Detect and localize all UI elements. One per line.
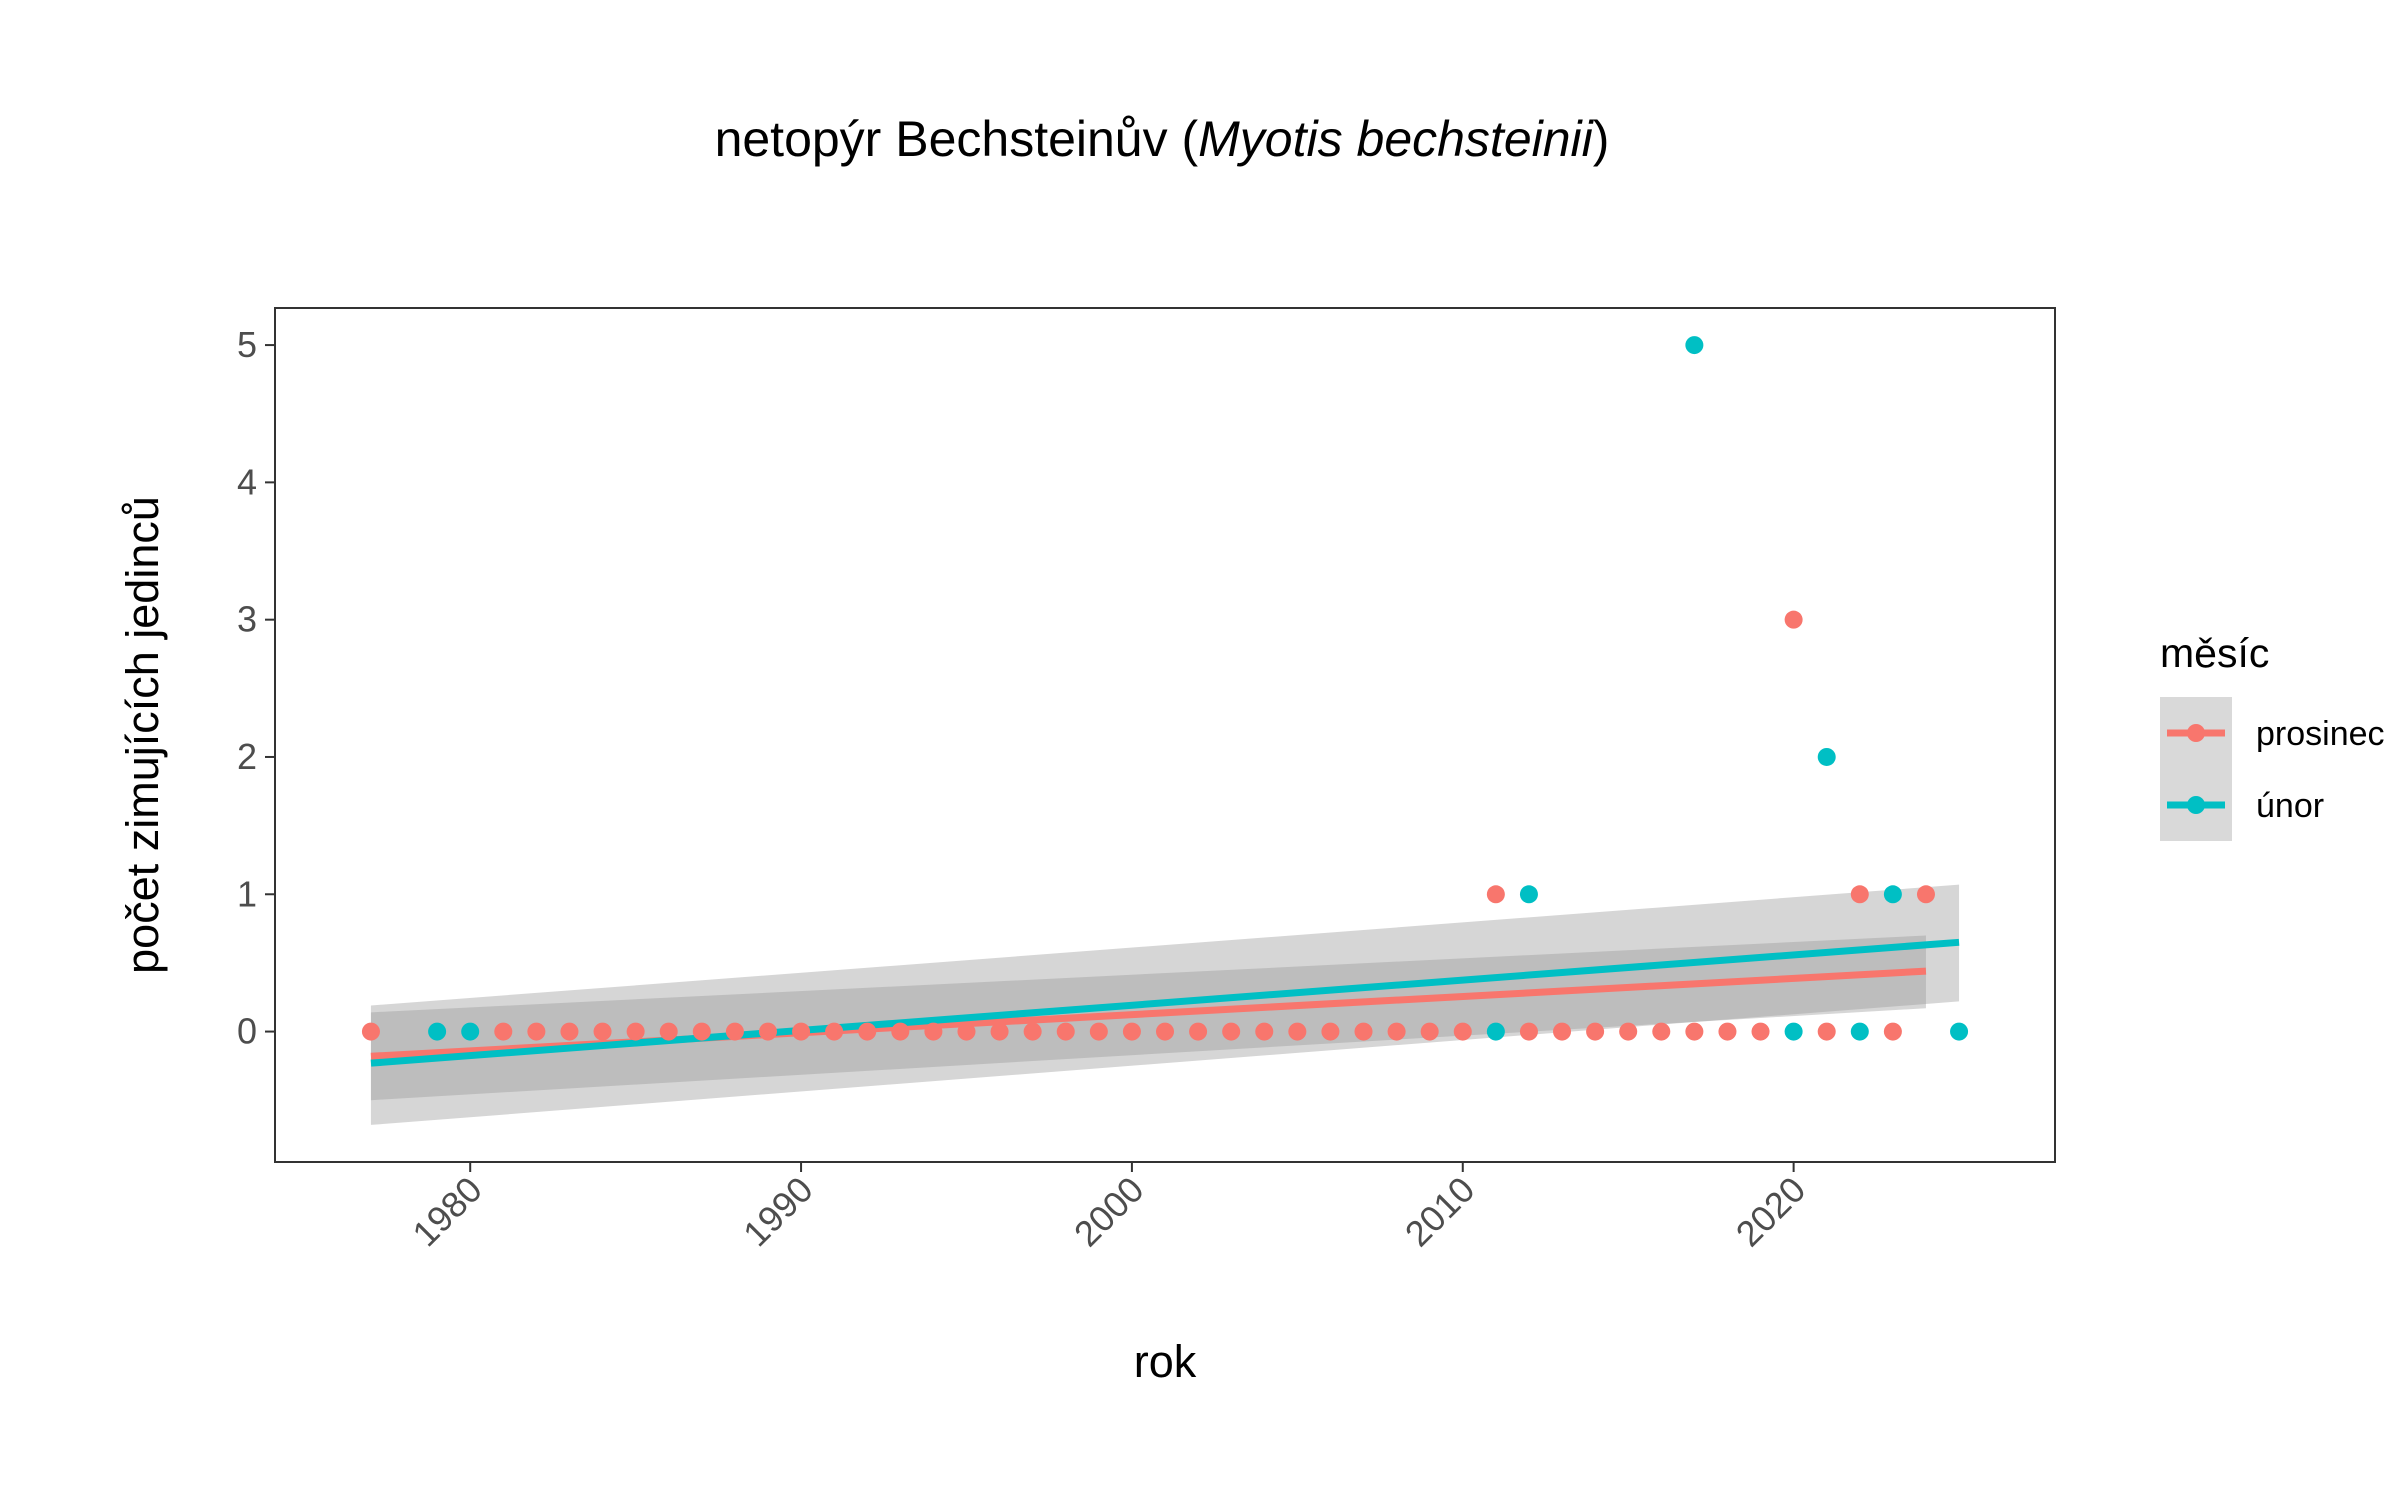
x-tick-label: 2020 bbox=[1728, 1169, 1814, 1255]
point-prosinec bbox=[1751, 1022, 1770, 1041]
point-prosinec bbox=[1288, 1022, 1307, 1041]
trend-lines bbox=[370, 938, 1960, 1067]
point-prosinec bbox=[1652, 1022, 1671, 1041]
point-prosinec bbox=[1553, 1022, 1572, 1041]
point-prosinec bbox=[1486, 885, 1505, 904]
legend-key-point-unor bbox=[2187, 796, 2205, 814]
trend-line-unor bbox=[370, 938, 1960, 1067]
point-prosinec bbox=[792, 1022, 811, 1041]
point-prosinec bbox=[1784, 610, 1803, 629]
point-prosinec bbox=[924, 1022, 943, 1041]
legend-title: měsíc bbox=[2160, 630, 2269, 676]
point-prosinec bbox=[1222, 1022, 1241, 1041]
data-points bbox=[361, 336, 1969, 1041]
point-prosinec bbox=[1718, 1022, 1737, 1041]
point-unor bbox=[1817, 747, 1836, 766]
point-prosinec bbox=[1321, 1022, 1340, 1041]
point-prosinec bbox=[494, 1022, 513, 1041]
point-prosinec bbox=[957, 1022, 976, 1041]
legend-label-unor: únor bbox=[2256, 787, 2324, 825]
y-tick-label: 2 bbox=[237, 736, 257, 777]
chart-title-prefix: netopýr Bechsteinův ( bbox=[715, 111, 1199, 167]
point-prosinec bbox=[758, 1022, 777, 1041]
point-prosinec bbox=[1817, 1022, 1836, 1041]
point-prosinec bbox=[1883, 1022, 1902, 1041]
point-unor bbox=[461, 1022, 480, 1041]
point-unor bbox=[1519, 885, 1538, 904]
x-tick-label: 1990 bbox=[735, 1169, 821, 1255]
chart-title-species: Myotis bechsteinii bbox=[1198, 111, 1594, 167]
y-tick-label: 4 bbox=[237, 461, 257, 502]
point-unor bbox=[1784, 1022, 1803, 1041]
point-prosinec bbox=[1420, 1022, 1439, 1041]
point-prosinec bbox=[858, 1022, 877, 1041]
x-tick-label: 2010 bbox=[1397, 1169, 1483, 1255]
point-prosinec bbox=[593, 1022, 612, 1041]
point-prosinec bbox=[692, 1022, 711, 1041]
point-prosinec bbox=[1255, 1022, 1274, 1041]
point-unor bbox=[428, 1022, 447, 1041]
x-axis: 1980 1990 2000 2010 2020 bbox=[404, 1162, 1813, 1254]
point-prosinec bbox=[1619, 1022, 1638, 1041]
point-prosinec bbox=[626, 1022, 645, 1041]
plot-panel-border bbox=[274, 307, 2056, 1163]
point-unor bbox=[1685, 336, 1704, 355]
point-prosinec bbox=[825, 1022, 844, 1041]
point-prosinec bbox=[659, 1022, 678, 1041]
chart-title: netopýr Bechsteinův (Myotis bechsteinii) bbox=[715, 111, 1610, 167]
y-axis-title: počet zimujících jedinců bbox=[117, 496, 168, 974]
x-tick-label: 1980 bbox=[404, 1169, 490, 1255]
point-prosinec bbox=[560, 1022, 579, 1041]
point-prosinec bbox=[1916, 885, 1935, 904]
point-prosinec bbox=[527, 1022, 546, 1041]
y-tick-label: 5 bbox=[237, 324, 257, 365]
legend: měsíc prosinec únor bbox=[2160, 630, 2385, 841]
point-prosinec bbox=[1354, 1022, 1373, 1041]
point-prosinec bbox=[1850, 885, 1869, 904]
y-axis: 0 1 2 3 4 5 bbox=[237, 324, 275, 1052]
point-unor bbox=[1883, 885, 1902, 904]
point-prosinec bbox=[1156, 1022, 1174, 1041]
point-prosinec bbox=[1089, 1022, 1108, 1041]
point-prosinec bbox=[1453, 1022, 1472, 1041]
point-prosinec bbox=[1387, 1022, 1406, 1041]
legend-key-background bbox=[2160, 697, 2232, 841]
point-unor bbox=[1486, 1022, 1505, 1041]
y-tick-label: 0 bbox=[237, 1011, 257, 1052]
point-prosinec bbox=[990, 1022, 1009, 1041]
point-prosinec bbox=[361, 1022, 380, 1041]
legend-key-point-prosinec bbox=[2187, 724, 2205, 742]
y-tick-label: 3 bbox=[237, 599, 257, 640]
point-prosinec bbox=[1122, 1022, 1141, 1041]
legend-label-prosinec: prosinec bbox=[2256, 715, 2385, 753]
point-prosinec bbox=[1189, 1022, 1208, 1041]
chart-title-suffix: ) bbox=[1593, 111, 1610, 167]
point-unor bbox=[1850, 1022, 1869, 1041]
point-prosinec bbox=[1056, 1022, 1075, 1041]
point-prosinec bbox=[1519, 1022, 1538, 1041]
point-prosinec bbox=[1586, 1022, 1605, 1041]
y-tick-label: 1 bbox=[237, 873, 257, 914]
point-unor bbox=[1950, 1022, 1969, 1041]
point-prosinec bbox=[1023, 1022, 1042, 1041]
x-tick-label: 2000 bbox=[1066, 1169, 1152, 1255]
point-prosinec bbox=[725, 1022, 744, 1041]
point-prosinec bbox=[1685, 1022, 1704, 1041]
x-axis-title: rok bbox=[1134, 1336, 1197, 1387]
point-prosinec bbox=[891, 1022, 910, 1041]
